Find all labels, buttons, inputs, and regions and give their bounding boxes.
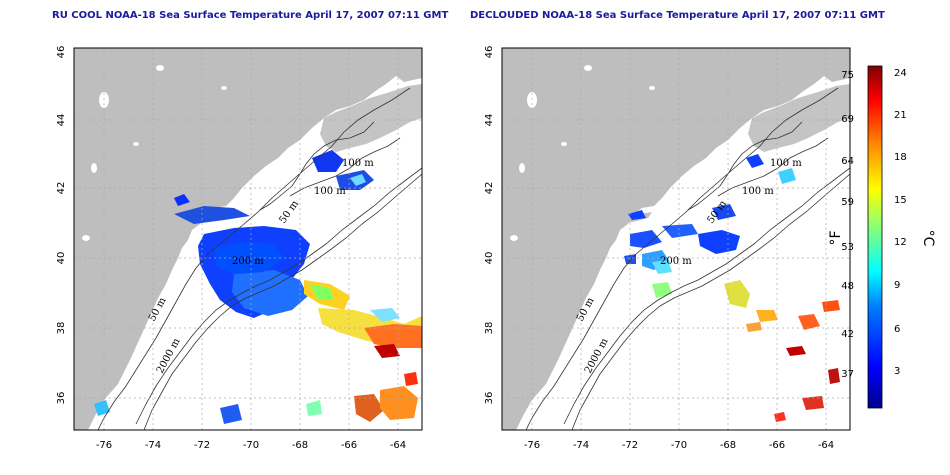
colorbar-gradient	[867, 65, 883, 409]
c-tick: 24	[894, 68, 907, 79]
bathymetry-contours	[525, 87, 850, 430]
c-tick: 12	[894, 237, 907, 248]
lakes	[82, 65, 227, 241]
lat-tick: 36	[56, 392, 67, 405]
lon-axis: -76 -74 -72 -70 -68 -66 -64	[96, 440, 406, 451]
lon-tick: -68	[720, 440, 736, 451]
contour-label: 200 m	[660, 256, 692, 267]
lon-tick: -74	[573, 440, 589, 451]
f-tick: 69	[841, 114, 854, 125]
lat-tick: 42	[56, 182, 67, 195]
lat-tick: 40	[484, 252, 495, 265]
c-tick: 9	[894, 280, 900, 291]
lon-tick: -68	[292, 440, 308, 451]
left-map-title: RU COOL NOAA-18 Sea Surface Temperature …	[52, 10, 449, 21]
right-sst-map: 100 m 100 m 50 m 200 m 50 m 2000 m 46 44…	[472, 44, 851, 451]
contour-label: 100 m	[342, 158, 374, 169]
c-tick: 21	[894, 110, 907, 121]
land-mass	[74, 48, 422, 430]
land-mass	[502, 48, 850, 430]
f-tick: 64	[841, 156, 854, 167]
lon-tick: -64	[390, 440, 406, 451]
lon-tick: -72	[622, 440, 638, 451]
sst-data-patches	[94, 150, 422, 424]
lat-tick: 44	[56, 114, 67, 127]
bathymetry-contours	[97, 87, 422, 430]
fahrenheit-label: °F	[828, 230, 844, 245]
c-tick: 18	[894, 152, 907, 163]
nova-scotia	[748, 84, 850, 152]
map-frame	[73, 47, 423, 431]
f-tick: 48	[841, 281, 854, 292]
graticule	[502, 48, 850, 430]
lon-tick: -76	[96, 440, 112, 451]
contour-label: 100 m	[314, 186, 346, 197]
graticule	[74, 48, 422, 430]
lat-tick: 46	[484, 46, 495, 59]
f-tick: 42	[841, 329, 854, 340]
c-tick: 3	[894, 366, 900, 377]
lon-tick: -74	[145, 440, 161, 451]
f-tick: 75	[841, 70, 854, 81]
lat-tick: 36	[484, 392, 495, 405]
lat-tick: 38	[484, 322, 495, 335]
lat-axis: 46 44 42 40 38 36	[484, 46, 495, 405]
celsius-label: °C	[920, 230, 936, 247]
lon-tick: -72	[194, 440, 210, 451]
lat-tick: 42	[484, 182, 495, 195]
lat-axis: 46 44 42 40 38 36	[56, 46, 67, 405]
right-map-title: DECLOUDED NOAA-18 Sea Surface Temperatur…	[470, 10, 885, 21]
contour-label: 100 m	[770, 158, 802, 169]
lat-tick: 40	[56, 252, 67, 265]
sst-data-patches	[624, 154, 840, 422]
contour-label: 100 m	[742, 186, 774, 197]
c-tick: 6	[894, 324, 900, 335]
map-frame	[501, 47, 851, 431]
lon-tick: -70	[243, 440, 259, 451]
lon-tick: -76	[524, 440, 540, 451]
temperature-colorbar: 75 69 64 59 53 48 42 37 24 21 18 15 12 9…	[820, 60, 950, 430]
lat-tick: 38	[56, 322, 67, 335]
f-tick: 59	[841, 197, 854, 208]
contour-label: 200 m	[232, 256, 264, 267]
c-tick: 15	[894, 195, 907, 206]
lon-tick: -64	[818, 440, 834, 451]
f-tick: 37	[841, 369, 854, 380]
lon-tick: -66	[769, 440, 785, 451]
lon-axis: -76 -74 -72 -70 -68 -66 -64	[524, 440, 834, 451]
lon-tick: -66	[341, 440, 357, 451]
left-sst-map: 100 m 100 m 50 m 200 m 50 m 2000 m 46 44…	[44, 44, 423, 451]
lat-tick: 44	[484, 114, 495, 127]
nova-scotia	[320, 84, 422, 152]
lon-tick: -70	[671, 440, 687, 451]
lat-tick: 46	[56, 46, 67, 59]
f-tick: 53	[841, 242, 854, 253]
